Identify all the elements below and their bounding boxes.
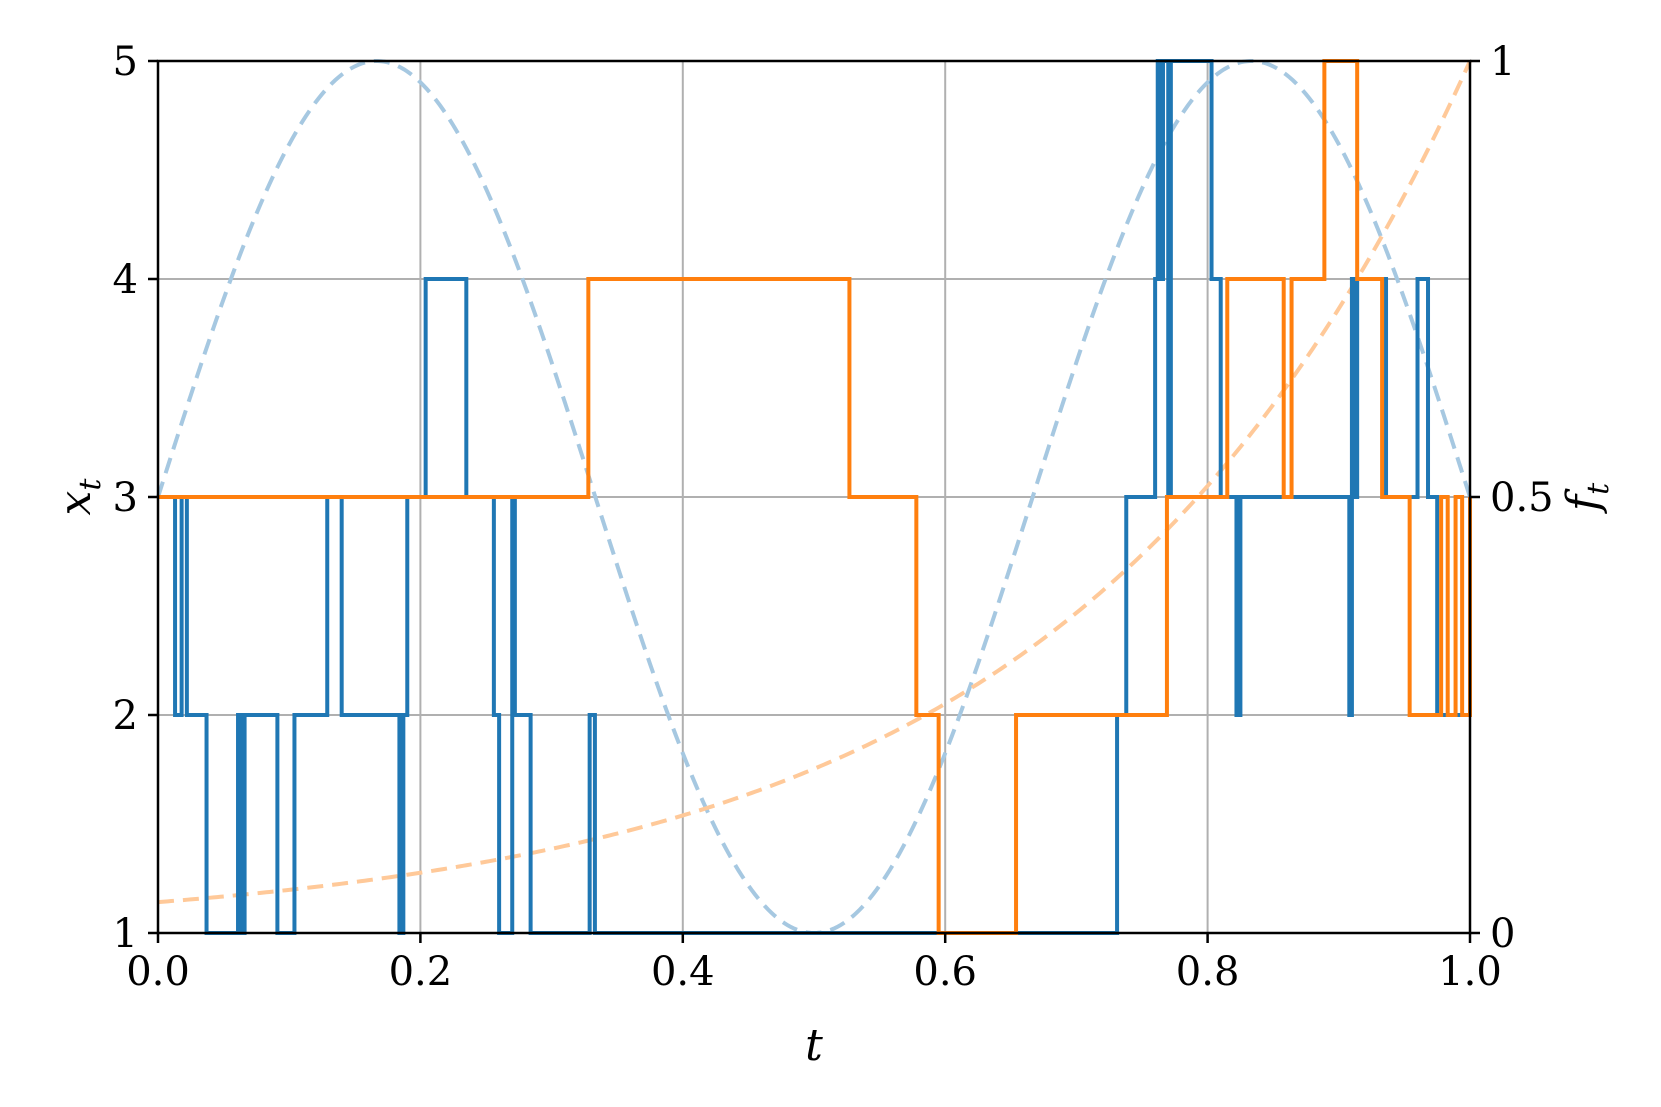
y2-tick-label-1: 0.5	[1490, 475, 1554, 521]
x-tick-label-0: 0.0	[126, 949, 190, 995]
y2-tick-label-2: 1	[1490, 39, 1515, 85]
y-tick-label-0: 1	[113, 911, 138, 957]
step-series-0	[158, 59, 1472, 935]
dashed-curve-1	[157, 60, 1472, 905]
y2-tick-label-0: 0	[1490, 911, 1515, 957]
x-axis-label: t	[805, 1020, 823, 1071]
step-series-1	[158, 59, 1472, 935]
y-tick-label-2: 3	[113, 475, 138, 521]
x-tick-label-2: 0.4	[651, 949, 715, 995]
x-tick-label-5: 1.0	[1438, 949, 1502, 995]
y-tick-label-4: 5	[113, 39, 138, 85]
x-tick-label-4: 0.8	[1176, 949, 1240, 995]
x-tick-label-3: 0.6	[913, 949, 977, 995]
y2-axis-label: ft	[1558, 482, 1616, 514]
x-tick-label-1: 0.2	[389, 949, 453, 995]
y-tick-label-3: 4	[113, 257, 138, 303]
step-series	[158, 59, 1472, 935]
tick-marks	[148, 59, 1480, 943]
y-axis-label: xt	[50, 478, 108, 516]
tick-labels: 0.0 0.2 0.4 0.6 0.8 1.0 1 2 3 4 5 0 0.5 1	[113, 39, 1554, 995]
y-tick-label-1: 2	[113, 693, 138, 739]
